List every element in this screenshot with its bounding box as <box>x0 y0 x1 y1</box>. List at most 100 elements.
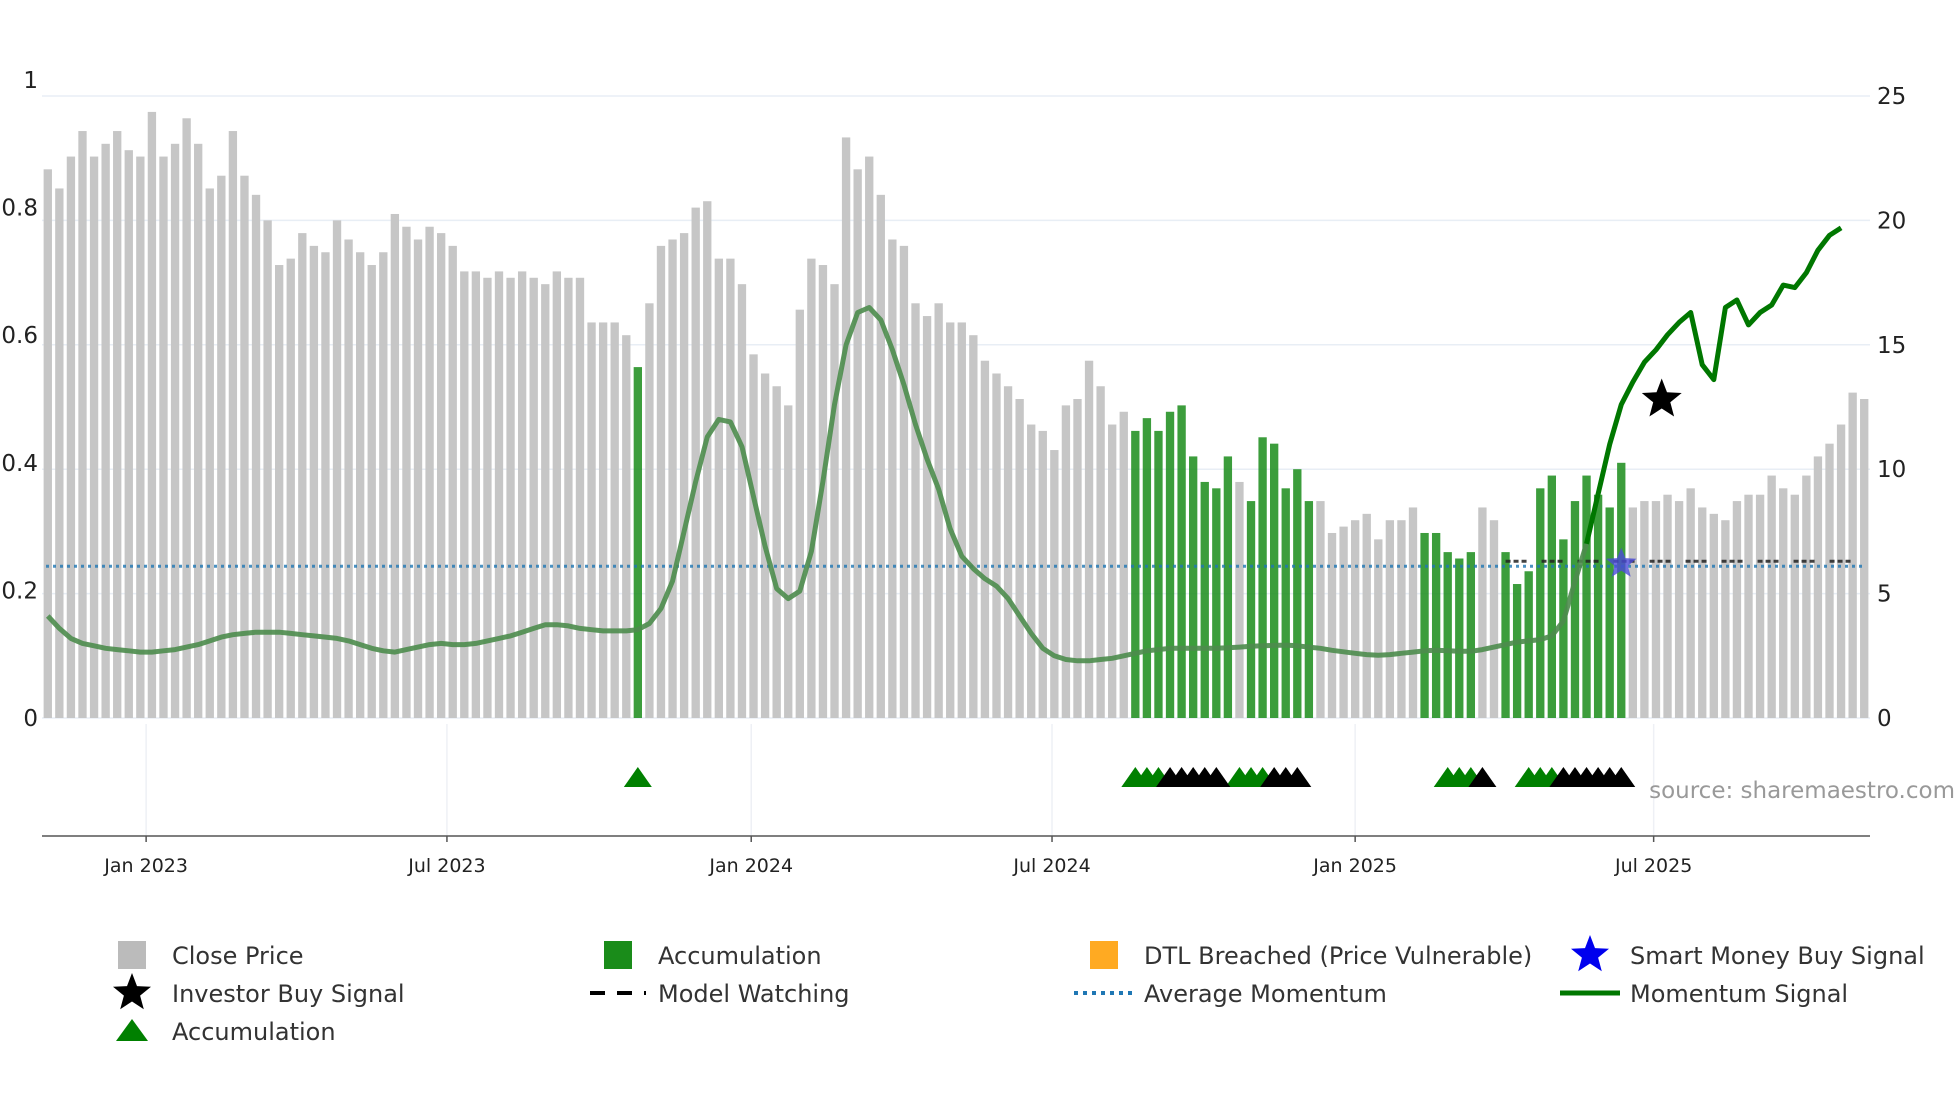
price-bar <box>1119 411 1128 718</box>
accumulation-bar <box>1605 507 1614 718</box>
price-bar <box>78 131 87 719</box>
price-bar <box>529 277 538 718</box>
price-bar <box>1698 507 1707 718</box>
price-bar <box>668 239 677 718</box>
x-tick-label: Jan 2025 <box>1312 855 1397 877</box>
price-bar <box>1235 481 1244 718</box>
momentum-line-recent <box>1584 225 1843 545</box>
price-bar <box>1003 386 1013 718</box>
accumulation-bar <box>1142 418 1152 718</box>
accumulation-bar <box>1177 405 1186 718</box>
price-bar <box>934 303 943 718</box>
price-bar <box>980 360 990 718</box>
price-bar <box>101 143 110 719</box>
legend-item: Investor Buy Signal <box>113 973 405 1010</box>
legend-label: Close Price <box>172 942 304 970</box>
price-bar <box>194 143 203 719</box>
price-bar <box>298 233 307 718</box>
accumulation-bar <box>633 367 642 718</box>
price-bar <box>1860 399 1869 718</box>
price-bar <box>66 156 76 718</box>
price-bar <box>1640 501 1649 718</box>
price-bar <box>1050 450 1059 718</box>
price-bar <box>830 284 839 718</box>
price-bar <box>784 405 793 718</box>
right-tick-label: 15 <box>1877 333 1906 359</box>
x-tick-label: Jul 2025 <box>1614 855 1692 877</box>
price-bar <box>1316 501 1325 718</box>
price-bar <box>1027 424 1036 718</box>
left-tick-label: 0.6 <box>1 323 38 349</box>
accumulation-bar <box>1466 552 1476 718</box>
investor-buy-star <box>1641 378 1682 417</box>
accumulation-bar <box>1512 584 1522 718</box>
investor-triangle <box>1468 767 1497 787</box>
price-bar <box>89 156 99 718</box>
price-bar <box>1397 520 1406 718</box>
price-bar <box>1038 430 1047 718</box>
price-bar <box>263 220 272 719</box>
price-bar <box>240 175 249 718</box>
price-bar <box>703 201 712 719</box>
price-bar <box>1408 507 1418 718</box>
legend-label: DTL Breached (Price Vulnerable) <box>1144 942 1532 970</box>
price-bar <box>309 245 319 718</box>
price-bar <box>425 226 434 719</box>
price-bar <box>645 303 654 718</box>
price-bar <box>1073 399 1082 718</box>
price-bar <box>552 271 562 718</box>
legend-star-icon <box>113 973 151 1010</box>
price-bar <box>275 265 284 718</box>
price-bar <box>1686 488 1695 718</box>
price-bar <box>691 207 700 718</box>
price-bar <box>1779 488 1788 718</box>
price-bar <box>1848 392 1857 718</box>
price-bar <box>43 169 52 718</box>
accumulation-bar <box>1281 488 1290 718</box>
price-bar <box>911 303 920 718</box>
x-tick-label: Jan 2024 <box>708 855 793 877</box>
price-bar <box>598 322 608 718</box>
accumulation-bar <box>1559 539 1568 718</box>
investor-triangle <box>1202 767 1231 787</box>
legend-star-icon <box>1571 935 1609 972</box>
investor-triangle <box>1607 767 1636 787</box>
price-bar <box>251 194 261 719</box>
legend-label: Accumulation <box>658 942 822 970</box>
price-bar <box>992 373 1001 718</box>
price-bar <box>772 386 781 718</box>
accumulation-bar <box>1524 571 1533 718</box>
price-bar <box>356 252 365 718</box>
accumulation-bar <box>1270 443 1279 718</box>
price-bar <box>1478 507 1487 718</box>
price-bar <box>679 233 689 718</box>
left-tick-label: 1 <box>23 68 38 94</box>
x-tick-label: Jan 2023 <box>103 855 188 877</box>
accumulation-bar <box>1165 411 1175 718</box>
price-bar <box>321 252 330 718</box>
price-bar <box>1732 501 1742 718</box>
price-bar <box>1015 399 1024 718</box>
accumulation-triangle <box>623 767 652 787</box>
price-bar <box>1825 443 1834 718</box>
source-label: source: sharemaestro.com <box>1649 778 1955 804</box>
left-tick-label: 0.4 <box>1 451 38 477</box>
price-bar <box>1744 494 1753 718</box>
momentum-line-past <box>45 305 1589 664</box>
right-tick-label: 20 <box>1877 208 1906 234</box>
price-bar <box>1327 532 1337 718</box>
price-bar <box>159 156 168 718</box>
price-bar <box>1061 405 1071 718</box>
price-bar <box>1362 513 1371 718</box>
legend-label: Model Watching <box>658 980 850 1008</box>
price-bar <box>899 245 909 718</box>
price-bar <box>205 188 214 718</box>
left-tick-label: 0 <box>23 706 38 732</box>
legend-item: Accumulation <box>604 941 822 970</box>
legend-label: Average Momentum <box>1144 980 1387 1008</box>
accumulation-bar <box>1536 488 1545 718</box>
legend-item: Momentum Signal <box>1560 980 1848 1008</box>
price-bar <box>1084 360 1094 718</box>
price-bar <box>1755 494 1765 718</box>
